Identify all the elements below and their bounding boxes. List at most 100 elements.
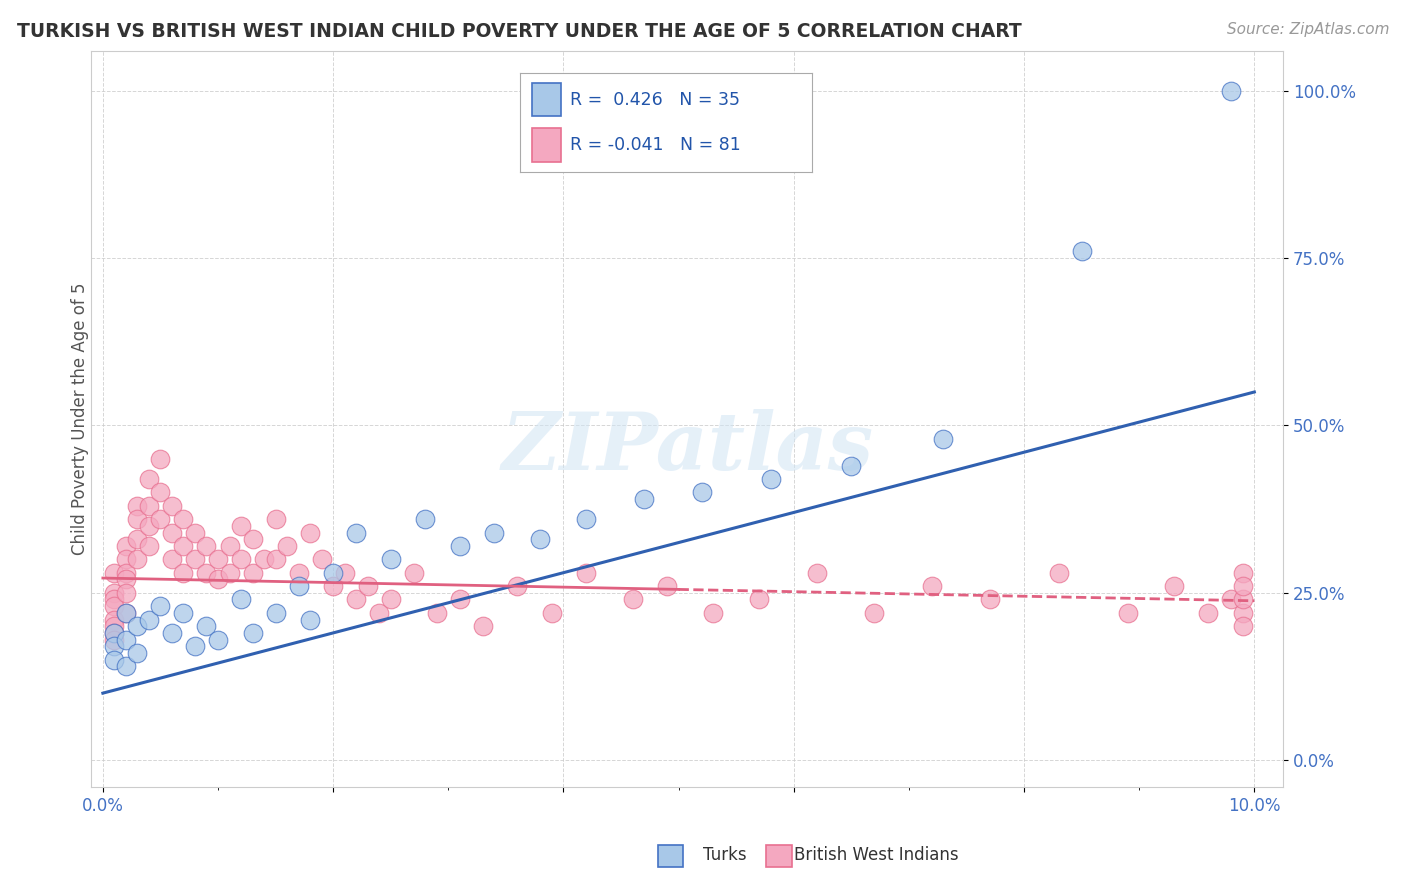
Point [103,626,125,640]
Text: ZIPatlas: ZIPatlas [501,409,873,487]
Point [184,640,207,654]
Y-axis label: Child Poverty Under the Age of 5: Child Poverty Under the Age of 5 [72,283,89,555]
Point [115,606,138,620]
Point [264,606,287,620]
Point [541,606,564,620]
Point [1163,579,1185,593]
Point [115,606,138,620]
Text: TURKISH VS BRITISH WEST INDIAN CHILD POVERTY UNDER THE AGE OF 5 CORRELATION CHAR: TURKISH VS BRITISH WEST INDIAN CHILD POV… [17,22,1022,41]
Point [184,552,207,566]
Point [127,552,149,566]
Point [806,566,828,580]
Text: Turks: Turks [703,846,747,863]
Point [242,626,264,640]
Point [276,539,298,553]
Point [149,485,172,500]
Point [207,573,229,587]
Point [115,659,138,673]
Point [172,566,194,580]
Point [322,579,344,593]
Point [184,525,207,540]
Point [1232,579,1254,593]
Point [115,573,138,587]
Point [748,592,770,607]
Point [138,519,160,533]
Point [287,566,309,580]
Point [863,606,886,620]
Point [149,451,172,466]
Point [160,552,183,566]
Point [253,552,276,566]
Point [529,533,551,547]
Point [426,606,449,620]
Point [229,592,252,607]
Text: Source: ZipAtlas.com: Source: ZipAtlas.com [1226,22,1389,37]
Point [1047,566,1070,580]
Point [127,646,149,660]
Point [299,613,322,627]
Point [207,552,229,566]
Point [449,539,471,553]
Point [160,499,183,513]
Point [115,586,138,600]
Point [1232,619,1254,633]
Point [103,640,125,654]
Point [103,653,125,667]
Point [368,606,391,620]
Point [103,613,125,627]
Point [1232,566,1254,580]
Point [160,626,183,640]
Point [471,619,494,633]
Point [932,432,955,446]
Point [333,566,356,580]
Point [299,525,322,540]
Point [103,619,125,633]
Point [380,552,402,566]
Point [103,599,125,614]
Point [103,586,125,600]
Point [103,632,125,647]
Point [839,458,862,473]
Point [127,512,149,526]
Point [402,566,425,580]
Point [195,619,218,633]
Point [149,512,172,526]
Point [921,579,943,593]
Point [702,606,724,620]
Point [979,592,1001,607]
Point [195,539,218,553]
Point [195,566,218,580]
Point [103,566,125,580]
Point [172,512,194,526]
Point [103,626,125,640]
Point [655,579,678,593]
Point [621,592,644,607]
Point [207,632,229,647]
Point [138,472,160,486]
Point [759,472,782,486]
Point [229,552,252,566]
Point [242,533,264,547]
Point [344,525,367,540]
Point [115,539,138,553]
Point [287,579,309,593]
Point [172,606,194,620]
Point [1220,84,1243,98]
Point [633,491,655,506]
Point [506,579,529,593]
Point [357,579,380,593]
Point [264,552,287,566]
Point [575,566,598,580]
Point [413,512,436,526]
Point [127,619,149,633]
Point [322,566,344,580]
Point [1197,606,1219,620]
Point [311,552,333,566]
Text: British West Indians: British West Indians [794,846,959,863]
Point [690,485,713,500]
Point [103,592,125,607]
Point [380,592,402,607]
Point [127,533,149,547]
Point [218,539,240,553]
Point [242,566,264,580]
